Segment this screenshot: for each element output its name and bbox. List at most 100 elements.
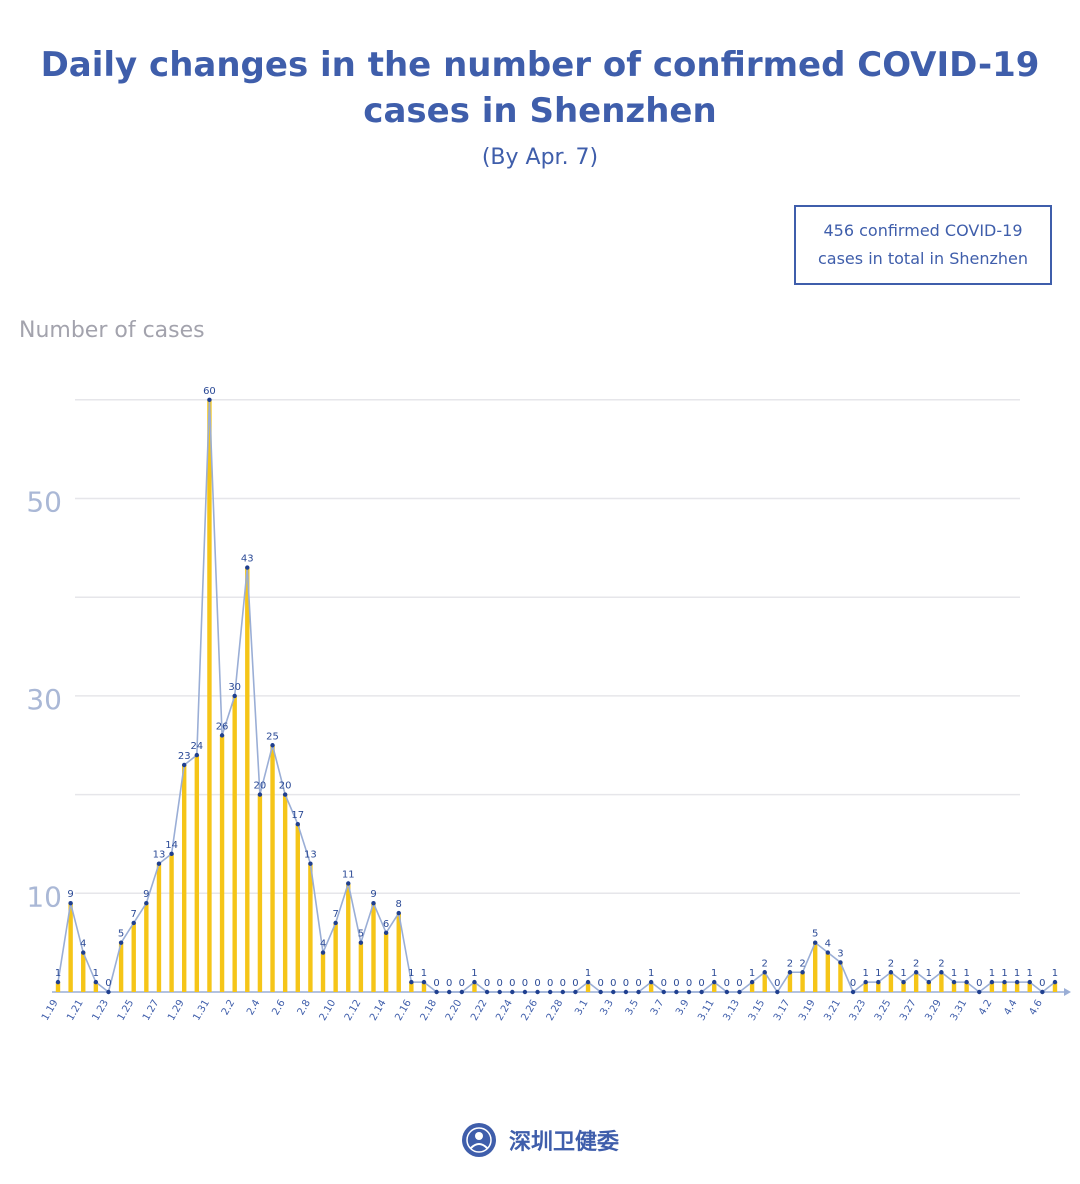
chart-subtitle: (By Apr. 7) (481, 145, 599, 170)
data-point (825, 950, 831, 955)
data-point (863, 979, 868, 985)
data-label: 13 (304, 850, 317, 861)
data-label: 2 (913, 958, 919, 969)
data-point (282, 792, 288, 797)
data-point (68, 900, 73, 906)
bar (421, 982, 427, 992)
data-label: 0 (484, 978, 490, 989)
data-label: 0 (534, 978, 540, 989)
data-point (623, 989, 629, 995)
bar (81, 952, 86, 992)
data-label: 26 (216, 721, 229, 732)
x-tick-label: 4.4 (1002, 998, 1019, 1017)
data-label: 2 (938, 958, 944, 969)
bar (838, 962, 843, 992)
data-label: 0 (446, 978, 452, 989)
x-tick-label: 1.21 (65, 998, 86, 1023)
y-tick-label: 50 (26, 486, 62, 519)
data-label: 1 (648, 968, 654, 979)
data-point (699, 989, 704, 995)
x-tick-label: 1.31 (191, 998, 212, 1023)
data-point (1040, 989, 1045, 995)
data-point (257, 792, 263, 797)
data-point (383, 930, 389, 935)
x-tick-label: 3.5 (624, 998, 641, 1017)
data-point (144, 900, 149, 906)
bar (182, 764, 187, 992)
data-point (459, 989, 465, 995)
x-tick-label: 3.27 (898, 998, 919, 1023)
data-point (737, 989, 742, 995)
data-label: 0 (572, 978, 578, 989)
data-label: 14 (165, 840, 178, 851)
data-point (434, 989, 439, 995)
x-tick-label: 2.22 (469, 998, 490, 1023)
data-point (775, 989, 780, 995)
data-point (712, 979, 717, 985)
x-tick-label: 4.2 (977, 998, 994, 1017)
bar (169, 853, 174, 992)
bar (346, 883, 351, 992)
data-label: 5 (358, 929, 364, 940)
bar (131, 922, 136, 992)
data-label: 1 (1052, 968, 1058, 979)
data-point (194, 752, 200, 758)
data-label: 24 (190, 741, 203, 752)
x-tick-label: 2.12 (343, 998, 364, 1023)
x-tick-label: 2.16 (393, 998, 414, 1023)
data-point (800, 970, 805, 975)
x-tick-label: 1.23 (90, 998, 111, 1023)
bar (118, 942, 124, 992)
data-point (674, 989, 679, 995)
x-tick-label: 3.25 (873, 998, 894, 1023)
data-label: 0 (661, 978, 667, 989)
data-point (333, 920, 338, 926)
data-point (1002, 979, 1007, 985)
data-point (1027, 979, 1032, 985)
data-label: 13 (153, 850, 166, 861)
bar (762, 972, 767, 992)
x-tick-label: 3.13 (721, 998, 742, 1023)
data-label: 0 (698, 978, 704, 989)
bar (1002, 982, 1007, 992)
data-label: 60 (203, 386, 216, 397)
x-tick-label: 3.17 (772, 998, 793, 1023)
bar (282, 794, 288, 992)
data-label: 20 (254, 781, 267, 792)
data-point (926, 979, 931, 985)
data-point (560, 989, 565, 995)
data-point (1052, 979, 1058, 985)
x-tick-label: 2.24 (494, 998, 515, 1023)
data-label: 1 (408, 968, 414, 979)
x-tick-label: 2.20 (444, 998, 465, 1023)
data-label: 0 (497, 978, 503, 989)
data-point (547, 989, 553, 995)
series-line (57, 399, 1056, 994)
data-point (421, 979, 427, 985)
data-label: 9 (370, 889, 376, 900)
data-point (169, 851, 174, 857)
bar (888, 972, 894, 992)
bar (926, 982, 931, 992)
bar (68, 903, 73, 992)
x-axis-arrow-icon (1064, 988, 1071, 996)
bar (585, 982, 591, 992)
x-tick-label: 3.9 (674, 998, 691, 1017)
bar (939, 972, 944, 992)
x-tick-label: 4.6 (1027, 998, 1044, 1017)
data-label: 0 (635, 978, 641, 989)
data-point (989, 979, 995, 985)
data-point (1014, 979, 1020, 985)
data-label: 1 (951, 968, 957, 979)
chart-area: 1030501941057913142324602630432025201713… (26, 386, 1071, 1023)
bar (383, 932, 389, 992)
data-label: 2 (787, 958, 793, 969)
bar (320, 952, 326, 992)
bar (295, 824, 300, 992)
data-point (93, 979, 99, 985)
bar (396, 913, 401, 992)
data-point (219, 733, 225, 738)
footer: 深圳卫健委 (0, 1118, 1080, 1162)
data-point (295, 822, 300, 827)
data-point (888, 970, 894, 975)
